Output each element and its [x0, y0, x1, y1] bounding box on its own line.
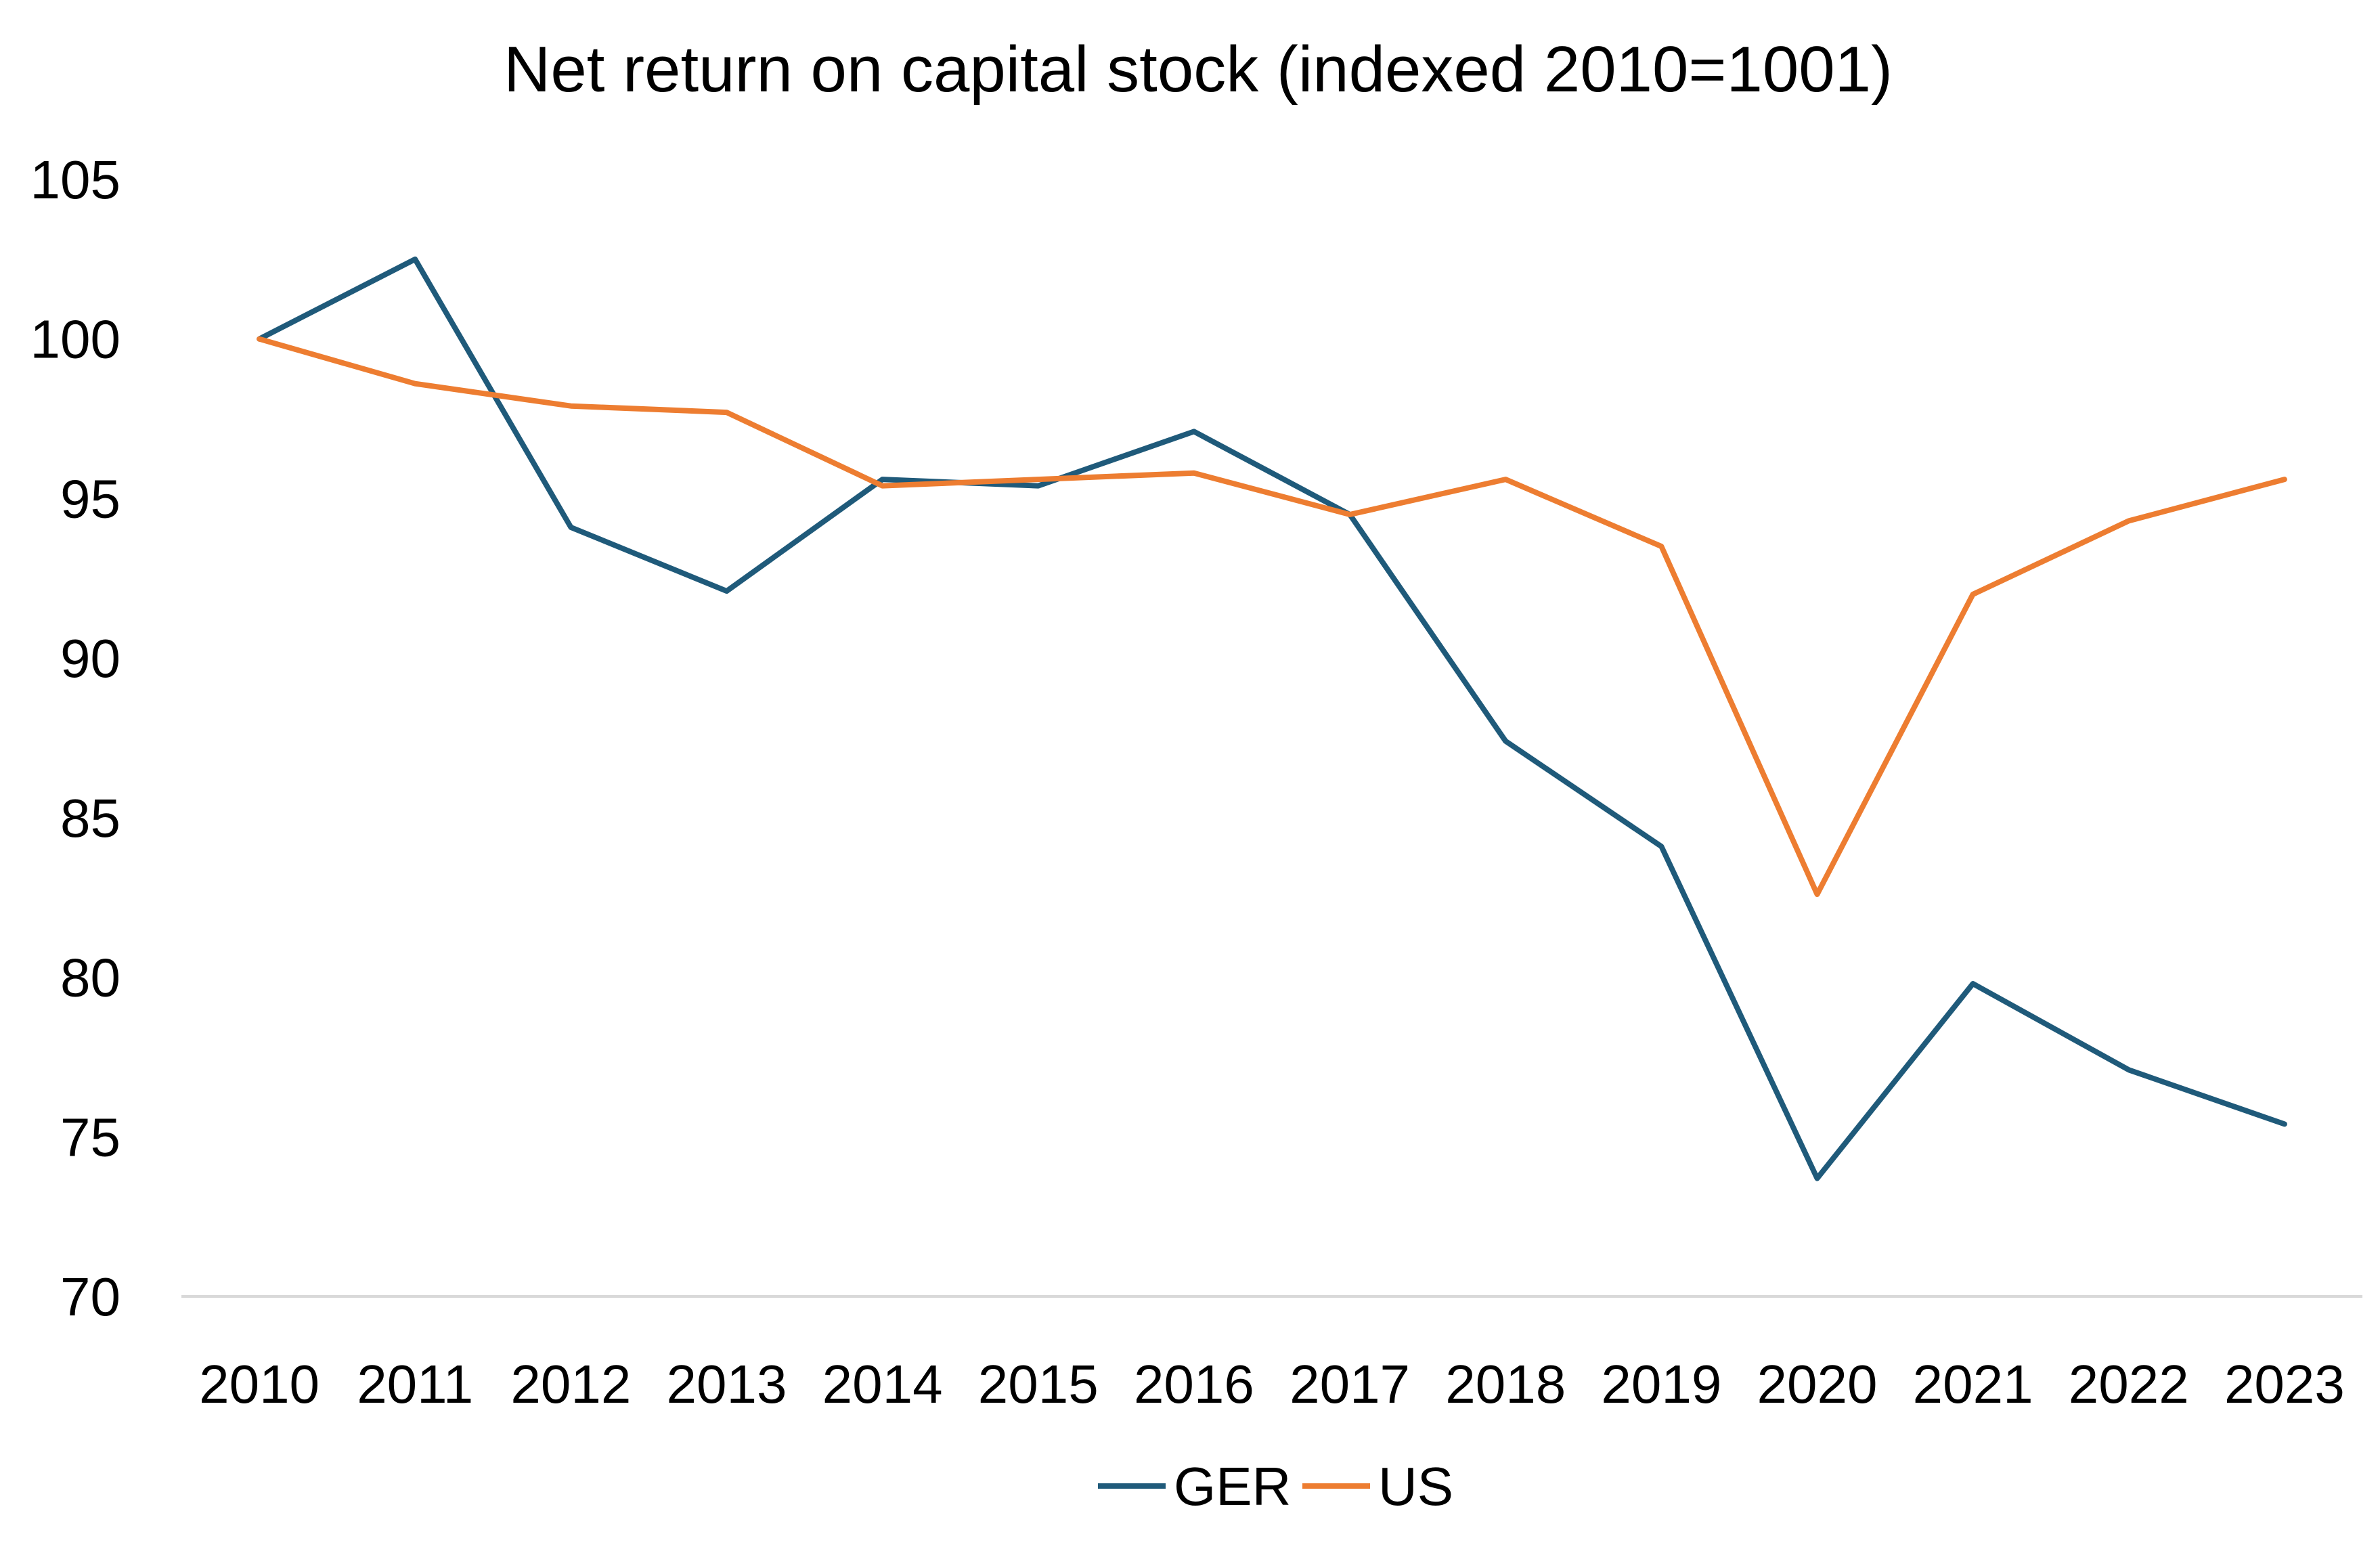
x-tick-label: 2017: [1290, 1354, 1410, 1414]
x-tick-label: 2016: [1134, 1354, 1254, 1414]
x-tick-label: 2012: [510, 1354, 631, 1414]
legend-label: US: [1378, 1456, 1453, 1516]
x-tick-label: 2018: [1445, 1354, 1566, 1414]
y-tick-label: 70: [60, 1267, 120, 1327]
x-axis-ticks: 2010 2011 2012 2013 2014 2015 2016 2017 2018 2019…: [199, 1354, 2345, 1414]
y-tick-label: 75: [60, 1107, 120, 1167]
x-tick-label: 2022: [2069, 1354, 2189, 1414]
x-tick-label: 2015: [978, 1354, 1099, 1414]
series-line-us: [257, 336, 2287, 897]
x-tick-label: 2020: [1757, 1354, 1878, 1414]
x-tick-label: 2011: [357, 1354, 473, 1414]
x-tick-label: 2021: [1913, 1354, 2033, 1414]
legend-label: GER: [1174, 1456, 1291, 1516]
y-tick-label: 85: [60, 788, 120, 848]
y-axis-ticks: 70 75 80 85 90 95 100 105: [30, 150, 120, 1327]
legend-item-us: US: [1302, 1456, 1453, 1516]
legend-item-ger: GER: [1098, 1456, 1291, 1516]
x-tick-label: 2014: [822, 1354, 943, 1414]
y-tick-label: 90: [60, 628, 120, 689]
series-lines: [257, 256, 2287, 1181]
y-tick-label: 105: [30, 150, 120, 210]
y-tick-label: 100: [30, 309, 120, 370]
x-tick-label: 2019: [1601, 1354, 1721, 1414]
chart-title: Net return on capital stock (indexed 201…: [504, 33, 1893, 106]
x-tick-label: 2023: [2224, 1354, 2345, 1414]
series-line-ger: [257, 256, 2287, 1181]
y-tick-label: 95: [60, 468, 120, 529]
x-tick-label: 2010: [199, 1354, 319, 1414]
x-tick-label: 2013: [667, 1354, 787, 1414]
y-tick-label: 80: [60, 948, 120, 1008]
legend: GER US: [1098, 1456, 1453, 1516]
